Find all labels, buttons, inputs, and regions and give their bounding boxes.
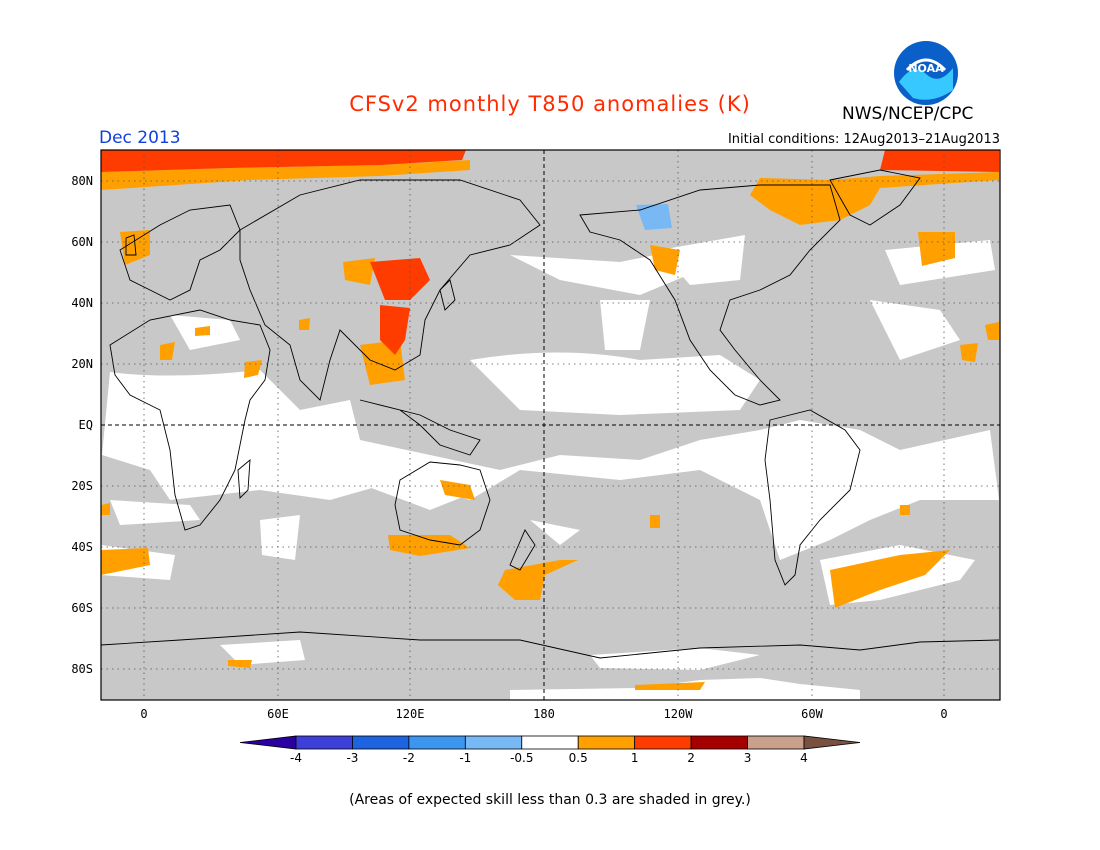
lon-label: 60E bbox=[267, 707, 289, 721]
map-title: CFSv2 monthly T850 anomalies (K) bbox=[349, 92, 751, 116]
colorbar-segment bbox=[747, 735, 805, 750]
colorbar-segment bbox=[634, 735, 692, 750]
initial-conditions: Initial conditions: 12Aug2013–21Aug2013 bbox=[727, 132, 1000, 147]
colorbar-label: -3 bbox=[346, 751, 358, 765]
anomaly-1-to-2 bbox=[101, 150, 999, 355]
white-regions bbox=[101, 235, 999, 700]
lon-label: 0 bbox=[140, 707, 147, 721]
colorbar: -4 -3 -2 -1 -0.5 0.5 1 2 3 4 bbox=[239, 735, 861, 765]
lat-label: 80N bbox=[71, 174, 93, 188]
colorbar-segment bbox=[408, 735, 466, 750]
anomaly-neg-0-5 bbox=[636, 204, 672, 230]
lon-label: 0 bbox=[940, 707, 947, 721]
map-area bbox=[100, 149, 1001, 701]
colorbar-label: 2 bbox=[687, 751, 695, 765]
lat-label: 60N bbox=[71, 235, 93, 249]
lon-label: 120E bbox=[396, 707, 425, 721]
noaa-logo: NOAA bbox=[894, 41, 958, 105]
colorbar-segment bbox=[690, 735, 748, 750]
logo-text: NOAA bbox=[908, 62, 944, 75]
colorbar-label: -2 bbox=[403, 751, 415, 765]
lat-label: 40S bbox=[71, 540, 93, 554]
colorbar-segment bbox=[239, 735, 297, 750]
lat-label: EQ bbox=[79, 418, 93, 432]
lat-label: 80S bbox=[71, 662, 93, 676]
colorbar-segment bbox=[295, 735, 353, 750]
skill-footnote: (Areas of expected skill less than 0.3 a… bbox=[349, 792, 751, 808]
coastlines bbox=[100, 169, 1000, 659]
colorbar-label: 4 bbox=[800, 751, 808, 765]
lon-label: 120W bbox=[664, 707, 694, 721]
colorbar-segment bbox=[521, 735, 579, 750]
lon-label: 60W bbox=[801, 707, 823, 721]
colorbar-label: 1 bbox=[631, 751, 639, 765]
colorbar-segment bbox=[577, 735, 636, 750]
colorbar-label: -4 bbox=[290, 751, 302, 765]
colorbar-label: -1 bbox=[459, 751, 471, 765]
lon-label: 180 bbox=[533, 707, 555, 721]
lat-label: 20S bbox=[71, 479, 93, 493]
valid-month: Dec 2013 bbox=[99, 128, 181, 148]
colorbar-segment bbox=[352, 735, 410, 750]
colorbar-label: 3 bbox=[744, 751, 752, 765]
lat-label: 40N bbox=[71, 296, 93, 310]
lat-label: 60S bbox=[71, 601, 93, 615]
lon-axis: 0 60E 120E 180 120W 60W 0 bbox=[140, 707, 947, 721]
colorbar-label: 0.5 bbox=[569, 751, 588, 765]
lat-axis: 80N 60N 40N 20N EQ 20S 40S 60S 80S bbox=[71, 174, 93, 676]
lat-label: 20N bbox=[71, 357, 93, 371]
colorbar-label: -0.5 bbox=[510, 751, 533, 765]
colorbar-segment bbox=[803, 735, 861, 750]
organization-label: NWS/NCEP/CPC bbox=[842, 104, 974, 124]
colorbar-segment bbox=[464, 735, 523, 750]
